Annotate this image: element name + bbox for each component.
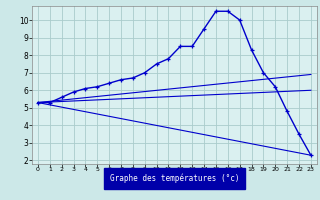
X-axis label: Graphe des températures (°c): Graphe des températures (°c)	[110, 174, 239, 183]
